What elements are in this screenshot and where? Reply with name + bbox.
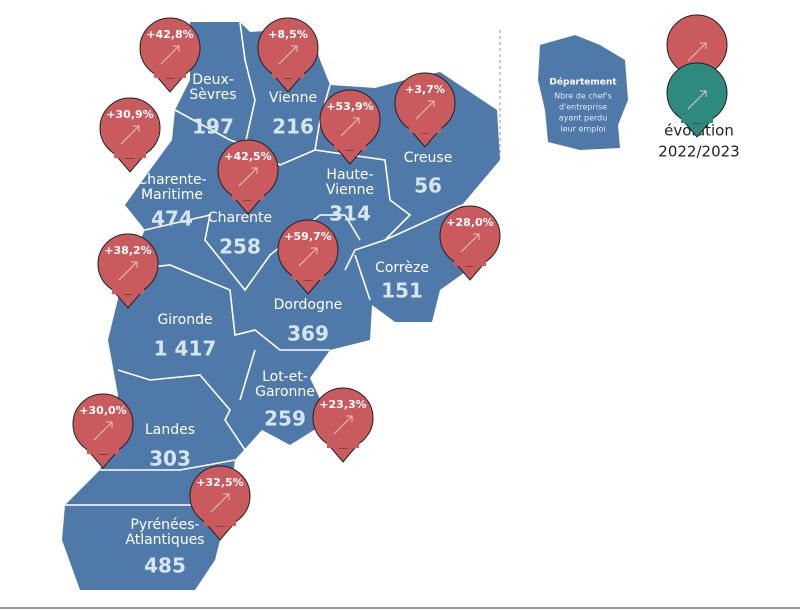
legend-description: leur emploi [560,125,605,134]
pin-cover [87,444,119,454]
department-count: 258 [219,235,261,259]
pin-cover [232,190,264,200]
pin-arrowhead [131,261,138,268]
pin-arrowhead [700,90,707,97]
legend-description: Nbre de chef's [554,92,612,101]
pin-arrow [210,493,230,513]
pin-arrow [238,167,258,187]
department-borders [65,21,463,506]
pin-cover [454,256,486,266]
evolution-label: +42,8% [146,28,193,41]
pin-arrowhead [173,45,180,52]
pin-arrowhead [223,493,230,500]
pin-arrowhead [251,167,258,174]
pin-arrowhead [353,117,360,124]
pin-cover [272,68,304,78]
department-name: Garonne [255,384,315,400]
department-count: 485 [144,554,186,578]
pin-arrow [278,45,298,65]
department-name: Dordogne [274,297,343,313]
pin-cover [409,123,441,133]
department-name: Atlantiques [125,532,204,548]
evolution-label: +3,7% [405,83,445,96]
department-count: 151 [381,279,423,303]
department-name: Gironde [157,312,212,328]
legend-shape [538,35,628,150]
pin-arrowhead [291,45,298,52]
pin-cover [114,148,146,158]
pin-arrowhead [311,247,318,254]
evolution-label: +59,7% [284,230,331,243]
evolution-label: +30,0% [79,404,126,417]
evolution-label: +32,5% [196,476,243,489]
department-name: Corrèze [375,260,429,276]
department-count: 56 [414,174,442,198]
evolution-label: +23,3% [319,398,366,411]
pin-arrowhead [428,100,435,107]
department-name: Deux- [192,72,234,88]
department-name: Pyrénées- [130,517,199,533]
department-name: Haute- [326,167,373,183]
pin-arrow [460,233,480,253]
pin-arrow [415,100,435,120]
pin-arrowhead [346,415,353,422]
department-count: 1 417 [154,337,217,361]
department-count: 314 [329,202,371,226]
pin-arrow [298,247,318,267]
legend-description: d'entreprise [559,103,607,112]
pin-cover [327,438,359,448]
evolution-label: +28,0% [446,216,493,229]
pin-arrowhead [106,421,113,428]
pin-arrowhead [473,233,480,240]
department-count: 197 [192,115,234,139]
pin-cover [112,284,144,294]
pin-arrowhead [133,125,140,132]
pin-cover [154,68,186,78]
pin-arrow [687,90,707,110]
department-count: 259 [264,407,306,431]
pin-cover [204,516,236,526]
pin-arrow [118,261,138,281]
department-name: Vienne [269,90,317,106]
pin-arrowhead [700,42,707,49]
pin-arrow [340,117,360,137]
evolution-label: +38,2% [104,244,151,257]
department-name: Lot-et- [262,369,308,385]
legend-period: 2022/2023 [658,143,739,161]
department-name: Maritime [141,187,203,203]
department-name: Charente- [137,172,206,188]
department-name: Landes [145,422,195,438]
pin-cover [292,270,324,280]
department-name: Creuse [404,150,453,166]
department-name: Vienne [326,182,374,198]
department-count: 303 [149,447,191,471]
department-count: 369 [287,322,329,346]
pin-arrow [687,42,707,62]
pin-cover [334,140,366,150]
pin-arrow [120,125,140,145]
pin-cover [681,113,713,123]
pin-arrow [333,415,353,435]
department-count: 216 [272,115,314,139]
evolution-label: +30,9% [106,108,153,121]
department-name: Sèvres [189,87,236,103]
legend-description: ayant perdu [559,114,608,123]
evolution-label: +8,5% [268,28,308,41]
department-name: Charente [208,210,272,226]
region-shape [62,22,500,590]
department-count: 474 [151,207,193,231]
legend-title: Département [549,77,617,88]
pin-arrow [160,45,180,65]
pin-arrow [93,421,113,441]
evolution-label: +42,5% [224,150,271,163]
evolution-label: +53,9% [326,100,373,113]
